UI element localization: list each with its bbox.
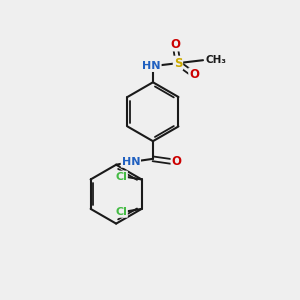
- Text: O: O: [172, 155, 182, 168]
- Text: O: O: [189, 68, 199, 81]
- Text: O: O: [170, 38, 180, 50]
- Text: HN: HN: [142, 61, 161, 71]
- Text: Cl: Cl: [115, 172, 127, 182]
- Text: CH₃: CH₃: [206, 55, 227, 65]
- Text: Cl: Cl: [115, 207, 127, 217]
- Text: HN: HN: [122, 157, 140, 167]
- Text: S: S: [174, 57, 182, 70]
